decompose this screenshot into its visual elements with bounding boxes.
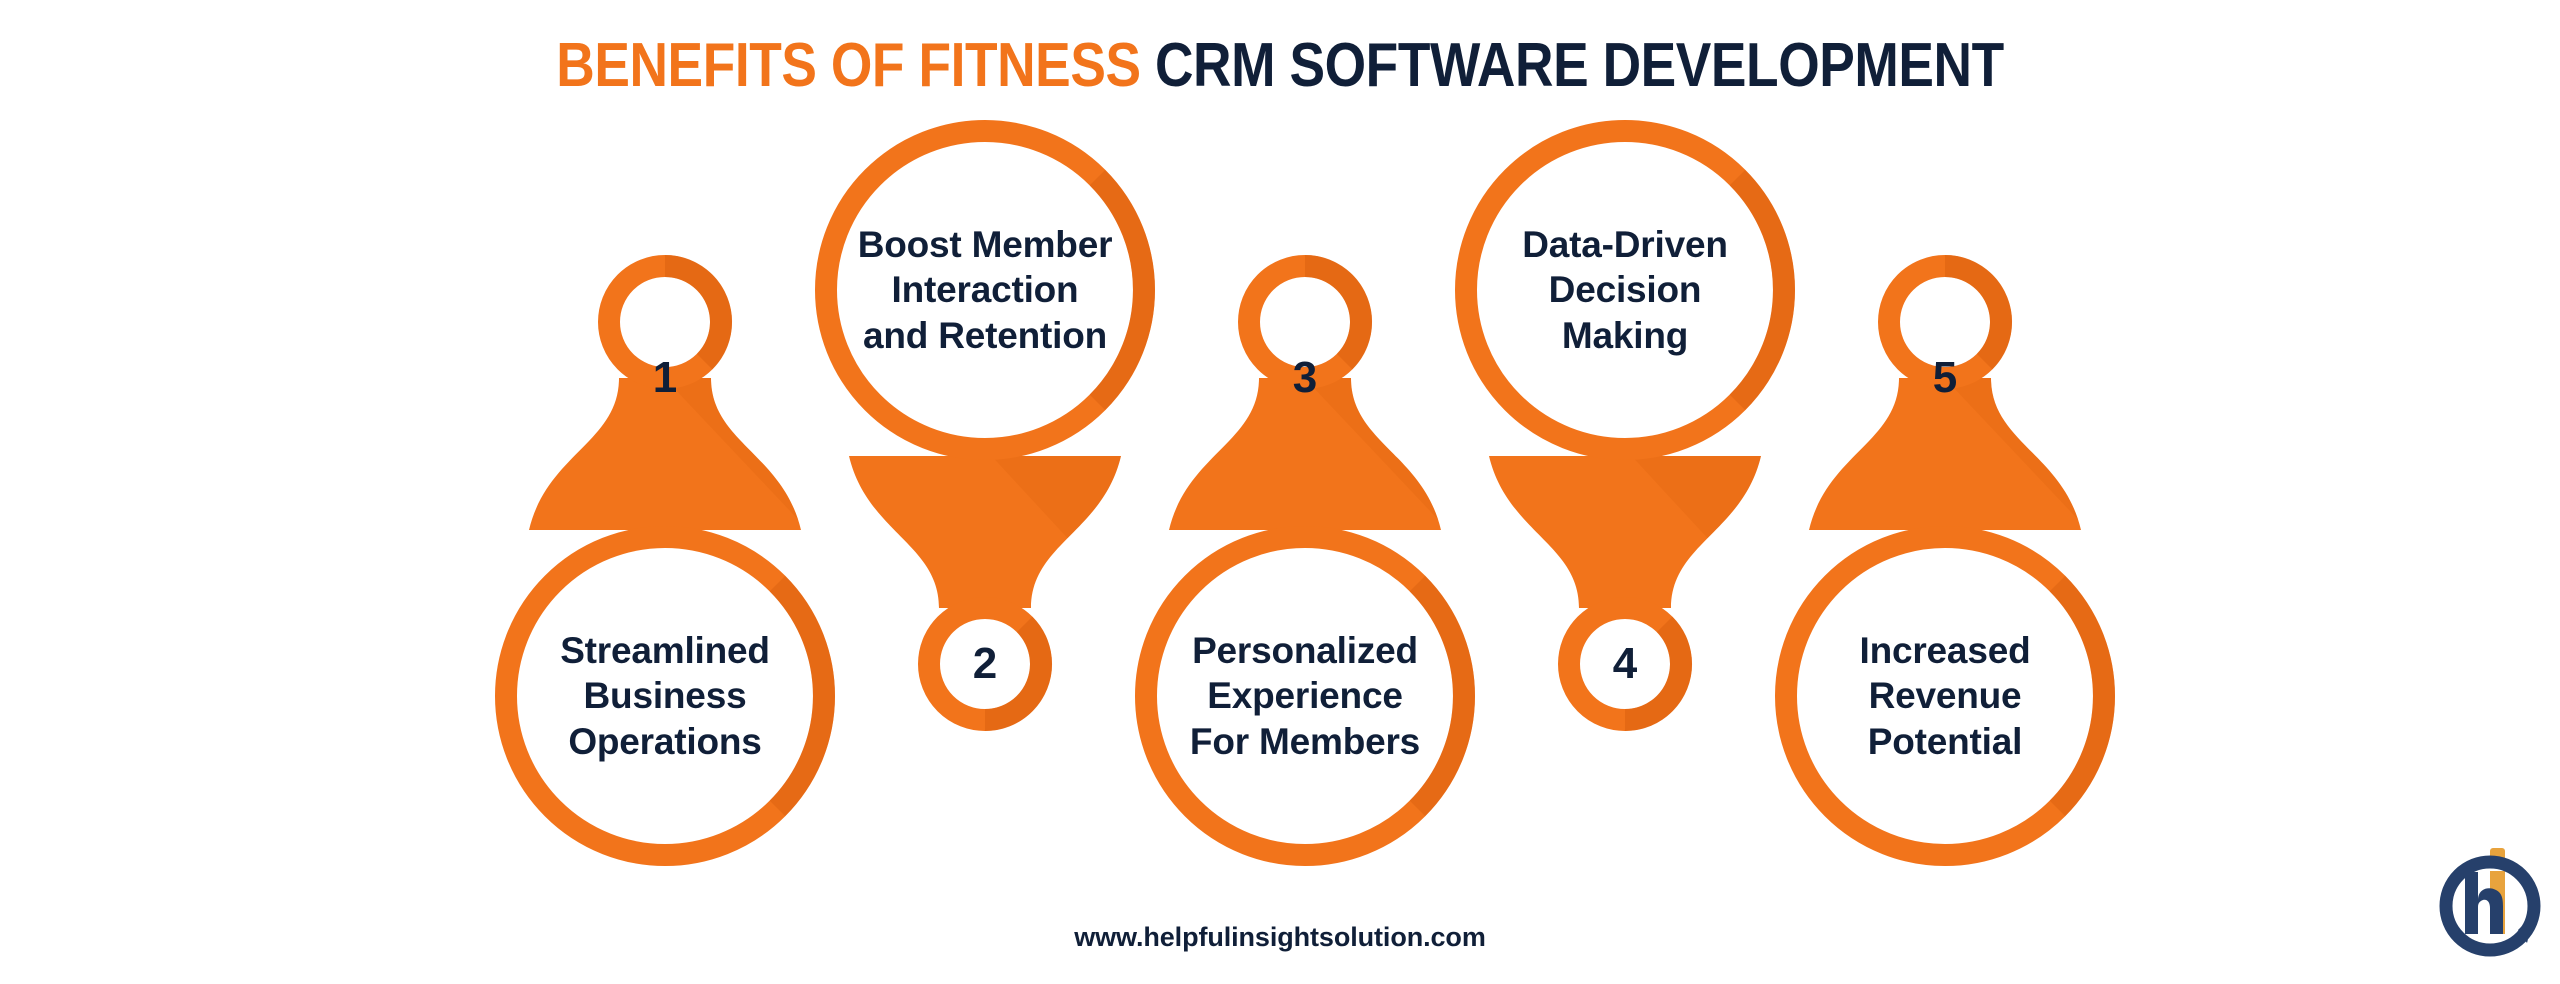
title-rest: CRM SOFTWARE DEVELOPMENT <box>1154 31 2004 100</box>
title-highlight: BENEFITS OF FITNESS <box>556 31 1141 100</box>
benefit-shape-4 <box>1466 131 1784 720</box>
website-url: www.helpfulinsightsolution.com <box>1074 922 1486 952</box>
benefit-shape-2 <box>826 131 1144 720</box>
benefit-shape-5 <box>1786 266 2104 855</box>
benefit-shape-1 <box>506 266 824 855</box>
company-logo-icon <box>2428 838 2552 962</box>
page-title: BENEFITS OF FITNESS CRM SOFTWARE DEVELOP… <box>179 31 2381 100</box>
benefit-shape-3 <box>1146 266 1464 855</box>
